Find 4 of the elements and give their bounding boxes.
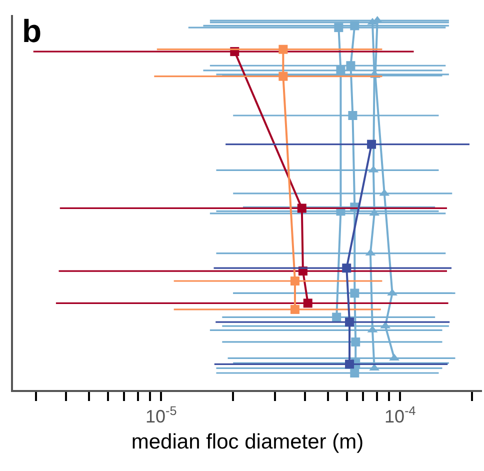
annotation: b (22, 13, 42, 49)
x-tick-label: 10$^{-4}$ (384, 404, 416, 427)
x-tick-label: 10$^{-5}$ (146, 404, 177, 427)
x-axis-title: median floc diameter (m) (131, 430, 364, 454)
